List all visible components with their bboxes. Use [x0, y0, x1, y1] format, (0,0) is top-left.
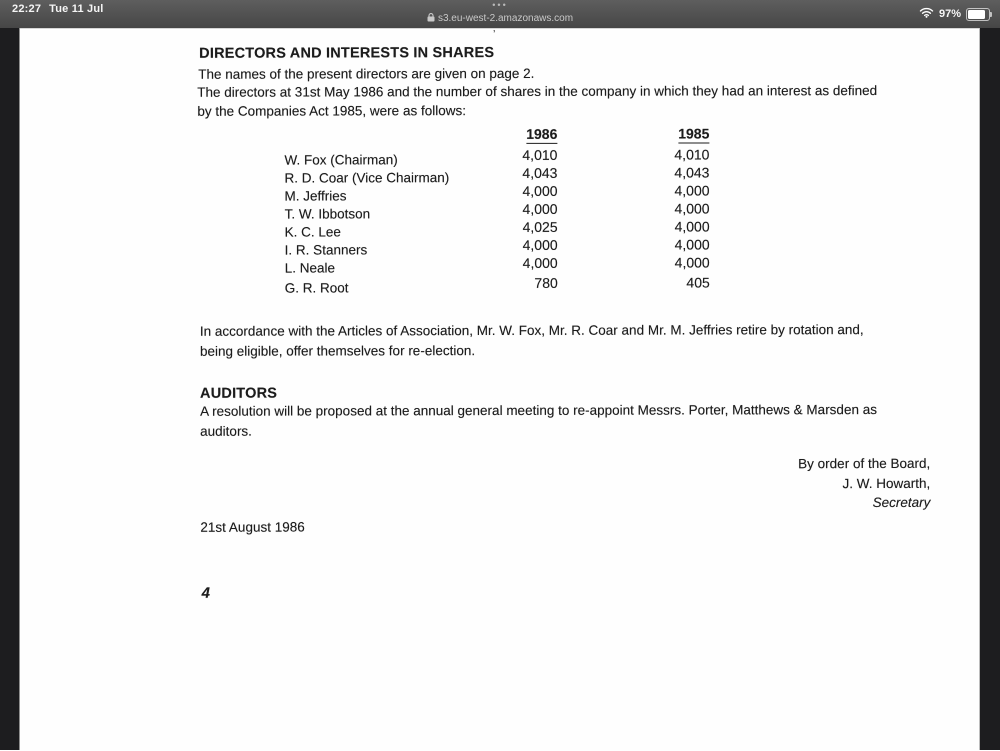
status-icons: 97%: [919, 4, 992, 24]
document-page: [19, 28, 980, 750]
table-header-row: 1986 1985: [284, 125, 710, 144]
shares-1985: 4,010: [674, 146, 710, 163]
shares-1986: 4,000: [522, 182, 558, 199]
rotation-line: being eligible, offer themselves for re-…: [199, 343, 476, 359]
status-time: 22:27: [12, 3, 42, 15]
table-row: K. C. Lee 4,025 4,000: [285, 218, 710, 239]
shares-1985: 4,000: [674, 200, 710, 217]
battery-percent: 97%: [938, 8, 961, 20]
table-header-1985: 1985: [678, 125, 710, 144]
shares-1985: 4,043: [674, 164, 710, 181]
url-bar[interactable]: s3.eu-west-2.amazonaws.com: [0, 12, 1000, 26]
shares-1985: 4,000: [674, 254, 710, 271]
auditors-line: auditors.: [200, 423, 252, 439]
url-text: s3.eu-west-2.amazonaws.com: [437, 13, 574, 24]
clock-date: 22:27 Tue 11 Jul: [12, 3, 104, 15]
table-row: R. D. Coar (Vice Chairman) 4,043 4,043: [284, 164, 710, 185]
director-name: L. Neale: [284, 260, 336, 276]
status-date: Tue 11 Jul: [49, 3, 104, 15]
shares-1986: 780: [534, 274, 558, 291]
viewer-right-bar: [979, 28, 1000, 750]
battery-icon: [966, 7, 992, 21]
shares-1986: 4,000: [522, 236, 558, 253]
shares-1986: 4,000: [522, 254, 558, 271]
shares-1986: 4,043: [522, 164, 558, 181]
scan-speck: ’: [493, 29, 496, 41]
table-row: T. W. Ibbotson 4,000 4,000: [285, 200, 710, 221]
table-row: G. R. Root 780 405: [284, 274, 710, 296]
table-row: I. R. Stanners 4,000 4,000: [285, 236, 710, 257]
intro-line: The directors at 31st May 1986 and the n…: [197, 83, 878, 100]
signoff-title: Secretary: [872, 494, 931, 511]
multitask-dots-indicator[interactable]: •••: [492, 0, 508, 10]
shares-1985: 405: [686, 274, 710, 291]
shares-1986: 4,000: [522, 200, 558, 217]
shares-1985: 4,000: [674, 236, 710, 253]
signoff-line: J. W. Howarth,: [842, 475, 931, 491]
auditors-line: A resolution will be proposed at the ann…: [200, 402, 877, 419]
table-row: L. Neale 4,000 4,000: [284, 254, 710, 276]
viewer-left-bar: [0, 28, 20, 750]
signoff-line: By order of the Board,: [798, 455, 931, 472]
shares-1985: 4,000: [674, 218, 710, 235]
section-heading-directors: DIRECTORS AND INTERESTS IN SHARES: [199, 45, 495, 62]
director-name: G. R. Root: [284, 280, 349, 296]
status-bar: 22:27 Tue 11 Jul ••• s3.eu-west-2.amazona…: [0, 0, 1000, 28]
shares-1986: 4,010: [522, 146, 558, 163]
table-row: M. Jeffries 4,000 4,000: [284, 182, 710, 203]
intro-line: The names of the present directors are g…: [198, 65, 535, 82]
shares-1985: 4,000: [674, 182, 710, 199]
document-date: 21st August 1986: [200, 519, 305, 535]
intro-line: by the Companies Act 1985, were as follo…: [197, 103, 466, 119]
table-header-1986: 1986: [526, 125, 558, 144]
signoff-block: By order of the Board, J. W. Howarth, Se…: [798, 454, 930, 513]
lock-icon: [427, 13, 435, 26]
wifi-icon: [919, 7, 934, 21]
shares-1986: 4,025: [522, 218, 558, 235]
section-heading-auditors: AUDITORS: [200, 385, 278, 402]
page-number: 4: [201, 584, 210, 602]
rotation-line: In accordance with the Articles of Assoc…: [199, 322, 864, 339]
table-row: W. Fox (Chairman) 4,010 4,010: [284, 146, 710, 167]
